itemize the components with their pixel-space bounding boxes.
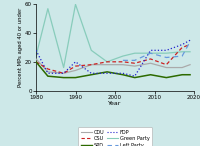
Legend: CDU, CSU, SPD, FDP, Green Party, Left Party: CDU, CSU, SPD, FDP, Green Party, Left Pa… [78,127,152,146]
Y-axis label: Percent MPs aged 40 or under: Percent MPs aged 40 or under [18,8,23,87]
X-axis label: Year: Year [108,101,122,106]
